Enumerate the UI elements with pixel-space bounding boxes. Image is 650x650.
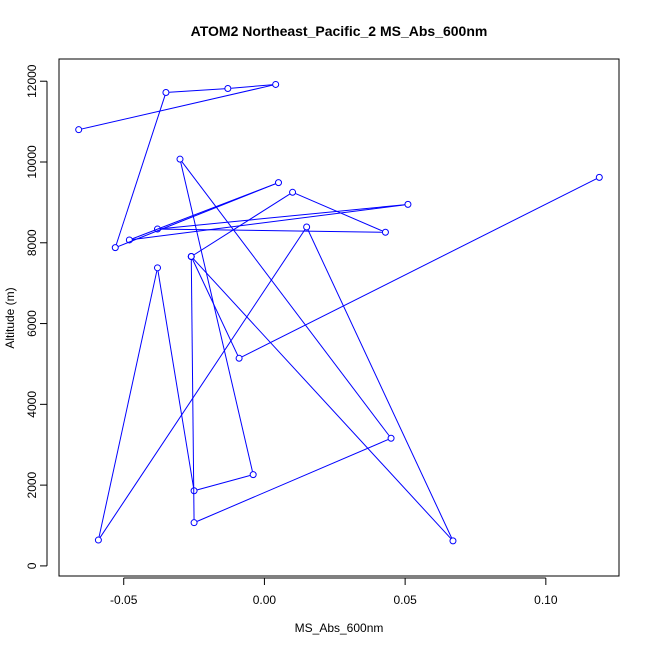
data-point bbox=[153, 264, 161, 272]
series-segment bbox=[98, 270, 158, 537]
series-segment bbox=[196, 439, 389, 522]
data-point bbox=[249, 471, 257, 479]
x-tick-label: 0.05 bbox=[393, 593, 417, 607]
x-axis: -0.05 0.00 0.05 0.10 bbox=[110, 577, 558, 607]
series-segment bbox=[160, 204, 405, 230]
y-tick-label: 2000 bbox=[25, 471, 39, 498]
series-segment bbox=[99, 229, 306, 538]
series-group bbox=[75, 80, 603, 545]
y-tick-label: 0 bbox=[25, 562, 39, 569]
data-point bbox=[595, 173, 603, 181]
series-segment bbox=[115, 95, 166, 245]
y-axis: 0 2000 4000 6000 8000 10000 12000 bbox=[25, 64, 48, 569]
data-point bbox=[111, 244, 119, 252]
x-tick-label: 0.10 bbox=[534, 593, 558, 607]
series-segment bbox=[81, 84, 273, 130]
data-point bbox=[190, 487, 198, 495]
plot-frame bbox=[58, 58, 620, 577]
data-point bbox=[162, 89, 170, 97]
data-point bbox=[153, 225, 161, 233]
series-segment bbox=[231, 84, 273, 89]
data-point bbox=[289, 188, 297, 196]
series-segment bbox=[307, 229, 453, 539]
series-segment bbox=[193, 193, 291, 256]
data-point bbox=[235, 354, 243, 362]
chart-title: ATOM2 Northeast_Pacific_2 MS_Abs_600nm bbox=[191, 23, 488, 39]
data-point bbox=[274, 179, 282, 187]
y-tick-label: 12000 bbox=[25, 64, 39, 98]
data-point bbox=[176, 155, 184, 163]
x-tick-label: 0.00 bbox=[253, 593, 277, 607]
data-point bbox=[381, 228, 389, 236]
data-point bbox=[94, 536, 102, 544]
series-segment bbox=[180, 162, 253, 472]
series-segment bbox=[193, 258, 452, 539]
data-point bbox=[449, 537, 457, 545]
y-tick-label: 10000 bbox=[25, 145, 39, 179]
data-point bbox=[190, 519, 198, 527]
x-axis-label: MS_Abs_600nm bbox=[295, 621, 384, 635]
series-segment bbox=[157, 270, 195, 488]
series-segment bbox=[169, 88, 225, 93]
series-segment bbox=[181, 161, 390, 436]
data-point bbox=[303, 223, 311, 231]
series-segment bbox=[241, 178, 597, 358]
y-tick-label: 6000 bbox=[25, 310, 39, 337]
data-point bbox=[404, 200, 412, 208]
data-point bbox=[224, 84, 232, 92]
data-point bbox=[272, 80, 280, 88]
y-axis-label: Altitude (m) bbox=[3, 287, 17, 348]
y-tick-label: 4000 bbox=[25, 391, 39, 418]
series-segment bbox=[192, 259, 239, 356]
data-point bbox=[387, 434, 395, 442]
series-segment bbox=[132, 204, 405, 241]
x-tick-label: -0.05 bbox=[110, 593, 138, 607]
series-segment bbox=[197, 475, 251, 491]
data-point bbox=[187, 253, 195, 261]
series-segment bbox=[295, 193, 383, 232]
series-segment bbox=[160, 228, 383, 233]
series-segment bbox=[132, 183, 276, 240]
data-point bbox=[75, 126, 83, 134]
y-tick-label: 8000 bbox=[25, 229, 39, 256]
data-point bbox=[125, 236, 133, 244]
series-segment bbox=[190, 259, 195, 520]
